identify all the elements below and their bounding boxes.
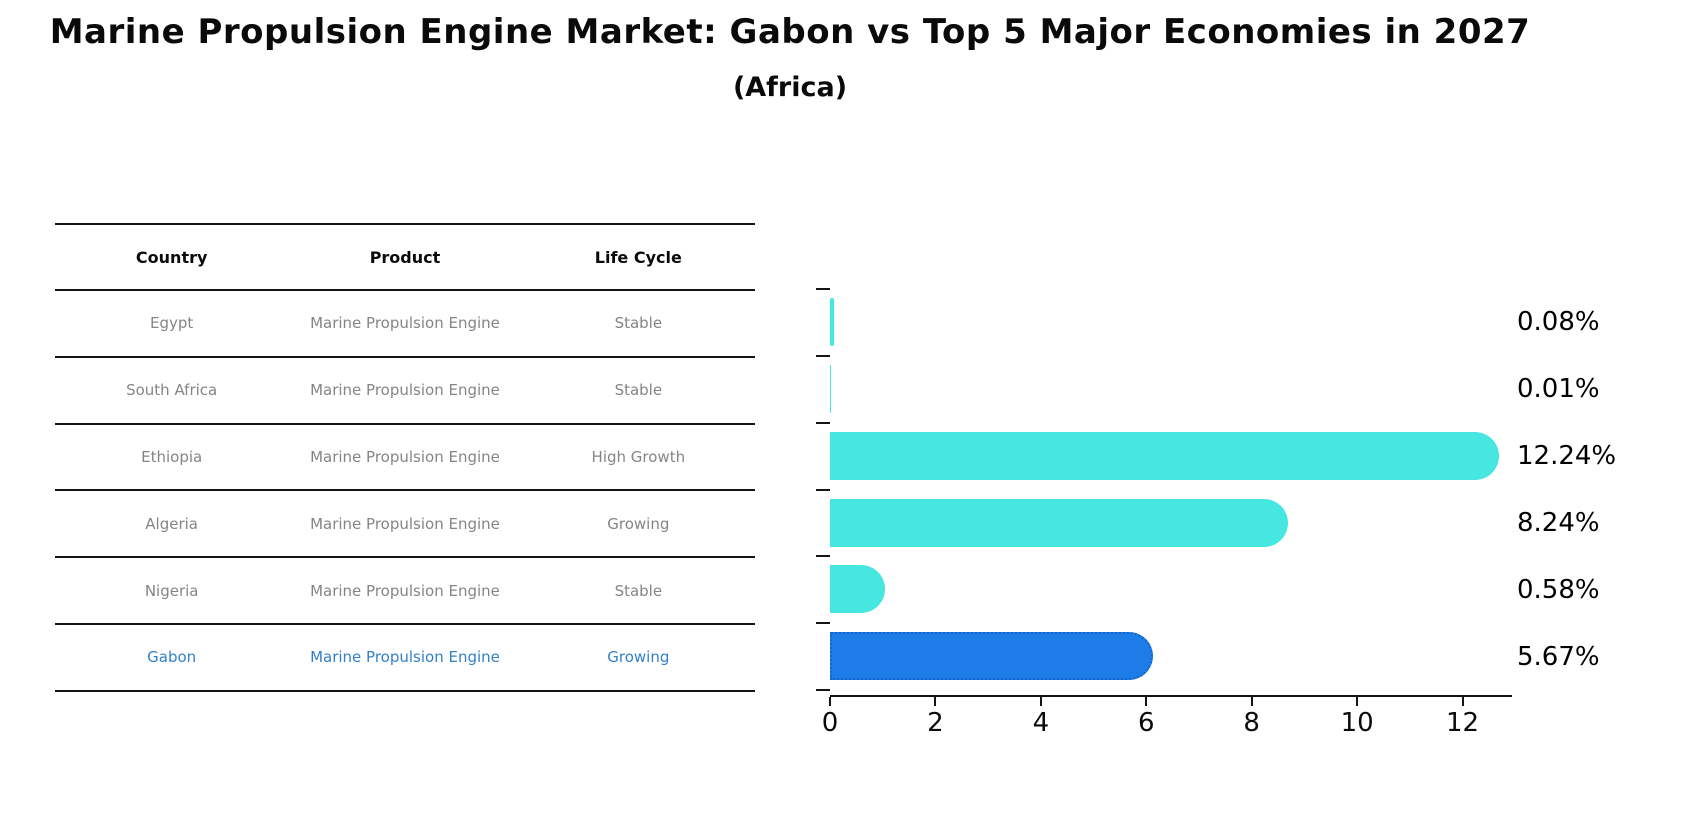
y-axis-tick: [816, 421, 830, 424]
bar-row-nigeria: [830, 556, 1510, 623]
x-axis-tick-mark: [1145, 697, 1148, 706]
table-cell-product: Marine Propulsion Engine: [310, 447, 500, 466]
x-axis-tick-mark: [1250, 697, 1253, 706]
table-cell-life-cycle: Stable: [614, 314, 663, 333]
value-label-south-africa: 0.01%: [1517, 374, 1600, 405]
table-cell-life-cycle: Growing: [607, 648, 670, 667]
bar-value-labels: 0.08% 0.01% 12.24% 8.24% 0.58% 5.67%: [1517, 289, 1687, 690]
chart-subtitle: (Africa): [732, 72, 848, 103]
x-axis-tick-mark: [1461, 697, 1464, 706]
chart-title: Marine Propulsion Engine Market: Gabon v…: [49, 12, 1531, 52]
table-cell-product: Marine Propulsion Engine: [310, 581, 500, 600]
x-axis-tick-mark: [934, 697, 937, 706]
x-axis-tick-mark: [1039, 697, 1042, 706]
table-row: Algeria Marine Propulsion Engine Growing: [55, 489, 755, 556]
table-cell-product: Marine Propulsion Engine: [310, 648, 500, 667]
value-label-nigeria: 0.58%: [1517, 574, 1600, 605]
bar-row-ethiopia: [830, 423, 1510, 490]
table-cell-country: Algeria: [145, 514, 199, 533]
x-axis-tick-mark: [829, 697, 831, 706]
table-header-life-cycle: Life Cycle: [594, 247, 682, 267]
y-axis-tick: [816, 288, 830, 290]
table-cell-country: Ethiopia: [141, 447, 203, 466]
value-label-gabon: 5.67%: [1517, 641, 1600, 672]
bar-row-egypt: [830, 289, 1510, 356]
x-axis-tick-label: 0: [821, 708, 839, 738]
x-axis-tick-label: 12: [1446, 708, 1480, 738]
bar-egypt: [830, 298, 835, 346]
value-label-egypt: 0.08%: [1517, 307, 1600, 338]
x-axis-line: [830, 695, 1512, 697]
value-label-algeria: 8.24%: [1517, 507, 1600, 538]
table-row: South Africa Marine Propulsion Engine St…: [55, 355, 755, 423]
table-cell-country: Egypt: [150, 314, 194, 333]
y-axis-tick: [816, 622, 830, 625]
table-cell-life-cycle: Stable: [614, 381, 663, 400]
table-cell-country: South Africa: [126, 381, 218, 400]
table-cell-product: Marine Propulsion Engine: [310, 381, 500, 400]
x-axis-tick-label: 4: [1032, 708, 1050, 738]
y-axis-tick: [816, 555, 830, 558]
table-row: Gabon Marine Propulsion Engine Growing: [55, 622, 755, 690]
table-header-product: Product: [369, 247, 441, 267]
table-cell-product: Marine Propulsion Engine: [310, 314, 500, 333]
table-row: Nigeria Marine Propulsion Engine Stable: [55, 556, 755, 623]
table-cell-life-cycle: High Growth: [591, 447, 686, 466]
y-axis-tick: [816, 488, 830, 491]
table-row: Egypt Marine Propulsion Engine Stable: [55, 289, 755, 356]
bar-south-africa: [830, 364, 831, 413]
table-cell-product: Marine Propulsion Engine: [310, 514, 500, 533]
bar-chart-plot-area: [816, 288, 1510, 691]
table-cell-life-cycle: Stable: [614, 581, 663, 600]
x-axis-tick-label: 2: [927, 708, 944, 738]
table-cell-country: Gabon: [147, 648, 197, 667]
table-header-country: Country: [135, 247, 208, 267]
x-axis-tick-label: 6: [1137, 708, 1155, 738]
x-axis: 0 2 4 6 8 10 12: [822, 695, 1512, 740]
table-header-row: Country Product Life Cycle: [55, 223, 755, 289]
table-cell-life-cycle: Growing: [607, 514, 670, 533]
x-axis-tick-label: 8: [1243, 708, 1260, 738]
table-row: Ethiopia Marine Propulsion Engine High G…: [55, 422, 755, 490]
table-cell-country: Nigeria: [144, 581, 199, 600]
bar-nigeria: [830, 565, 885, 614]
y-axis-tick: [816, 354, 830, 357]
table-body: Egypt Marine Propulsion Engine Stable So…: [55, 289, 755, 690]
bar-ethiopia: [830, 431, 1500, 480]
bar-row-algeria: [830, 490, 1510, 557]
country-table: Country Product Life Cycle Egypt Marine …: [55, 223, 755, 692]
bar-gabon: [830, 632, 1153, 681]
bar-algeria: [830, 498, 1289, 547]
value-label-ethiopia: 12.24%: [1517, 441, 1617, 472]
bar-row-south-africa: [830, 356, 1510, 423]
bar-row-gabon: [830, 623, 1510, 690]
x-axis-tick-mark: [1356, 697, 1359, 706]
x-axis-tick-label: 10: [1340, 708, 1374, 738]
y-axis-tick: [816, 689, 830, 691]
